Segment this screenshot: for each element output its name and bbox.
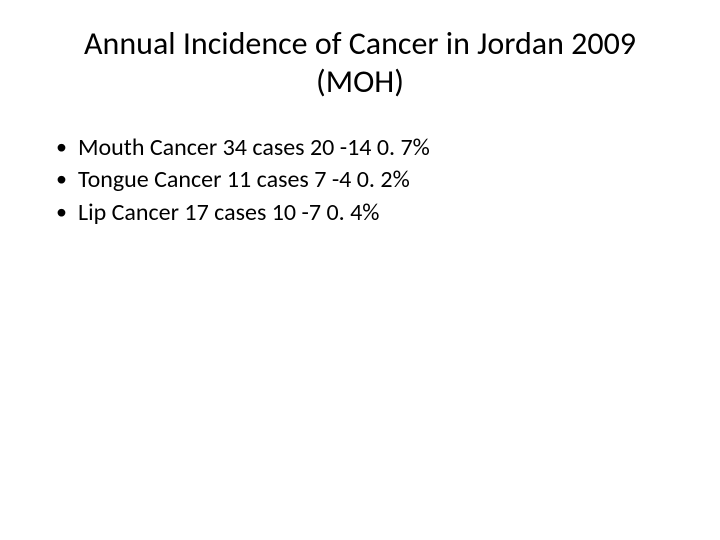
bullet-list: Mouth Cancer 34 cases 20 -14 0. 7% Tongu… xyxy=(40,132,680,229)
slide-title: Annual Incidence of Cancer in Jordan 200… xyxy=(40,25,680,102)
list-item: Mouth Cancer 34 cases 20 -14 0. 7% xyxy=(50,132,680,164)
list-item: Tongue Cancer 11 cases 7 -4 0. 2% xyxy=(50,164,680,196)
slide-container: Annual Incidence of Cancer in Jordan 200… xyxy=(0,0,720,540)
list-item: Lip Cancer 17 cases 10 -7 0. 4% xyxy=(50,197,680,229)
